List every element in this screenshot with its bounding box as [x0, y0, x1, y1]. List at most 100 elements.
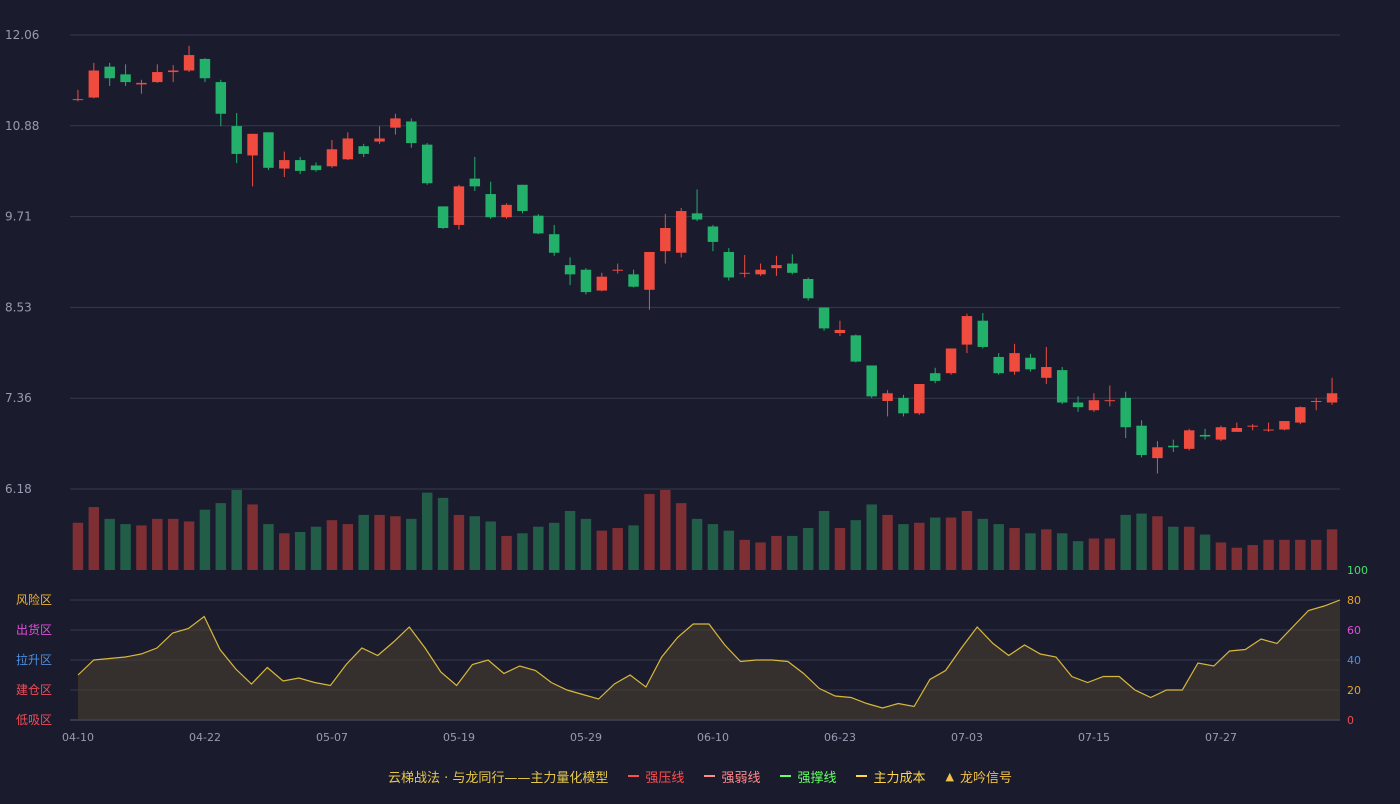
x-tick-label: 04-10 — [62, 731, 94, 744]
volume-bar — [1056, 533, 1068, 570]
candle-body — [215, 82, 227, 114]
candle-body — [1326, 393, 1338, 403]
legend-label: 龙吟信号 — [959, 770, 1012, 786]
candle-body — [1215, 427, 1227, 440]
volume-bar — [802, 528, 814, 570]
candle-body — [723, 251, 735, 278]
price-tick-label: 7.36 — [5, 391, 32, 405]
zone-label: 风险区 — [16, 592, 52, 607]
candle-body — [72, 99, 84, 101]
candle-body — [453, 186, 465, 225]
volume-bar — [771, 535, 782, 570]
volume-bar — [739, 539, 750, 570]
x-tick-label: 05-19 — [443, 731, 475, 744]
volume-bar — [72, 522, 84, 570]
zone-label: 建仓区 — [16, 683, 52, 697]
volume-bar — [1215, 542, 1227, 570]
legend-item: 云梯战法 · 与龙同行——主力量化模型 — [388, 767, 608, 786]
candle-body — [1009, 353, 1020, 372]
candle-body — [1295, 407, 1306, 423]
candle-body — [1104, 400, 1116, 402]
volume-bar — [1152, 516, 1163, 570]
candle-body — [961, 316, 973, 345]
volume-bar — [199, 509, 211, 570]
candle-body — [485, 194, 496, 218]
volume-bar — [580, 518, 592, 570]
volume-bar — [501, 535, 512, 570]
candle-body — [850, 335, 862, 362]
volume-bar — [961, 510, 973, 570]
legend-swatch — [704, 775, 716, 777]
candle-body — [787, 263, 798, 273]
volume-bar — [120, 524, 131, 570]
candle-body — [739, 272, 750, 274]
candle-body — [644, 251, 655, 290]
candle-body — [548, 234, 560, 253]
candle-body — [1136, 425, 1147, 456]
candle-body — [564, 265, 576, 275]
volume-bar — [1104, 538, 1116, 570]
candle-body — [1199, 434, 1211, 437]
volume-bar — [675, 503, 687, 570]
volume-bar — [1295, 539, 1306, 570]
volume-bar — [660, 490, 671, 570]
legend-swatch — [856, 775, 868, 777]
volume-bar — [136, 525, 147, 570]
volume-bar — [612, 528, 623, 570]
candle-body — [342, 138, 354, 160]
legend-label: 强压线 — [645, 770, 685, 786]
price-tick-label: 10.88 — [5, 119, 39, 133]
volume-bar — [374, 514, 385, 570]
candle-body — [231, 126, 242, 154]
candle-body — [771, 265, 782, 269]
volume-bar — [1310, 539, 1322, 570]
legend-item: 强撑线 — [780, 767, 836, 786]
volume-bar — [279, 533, 290, 570]
candle-body — [818, 307, 830, 329]
volume-bar — [1263, 539, 1274, 570]
x-tick-label: 04-22 — [189, 731, 221, 744]
volume-bar — [88, 507, 100, 570]
x-tick-label: 07-27 — [1205, 731, 1237, 744]
chart-legend: 云梯战法 · 与龙同行——主力量化模型 强压线 强弱线 强撑线 主力成本 ▲ 龙吟信号 — [0, 766, 1400, 786]
volume-bar — [945, 517, 957, 570]
legend-item: 强弱线 — [704, 767, 760, 786]
volume-bar — [152, 518, 163, 570]
volume-bar — [183, 521, 195, 570]
zone-label: 拉升区 — [16, 652, 52, 667]
volume-bar — [866, 504, 877, 570]
volume-bar — [485, 521, 496, 570]
candle-body — [104, 66, 115, 79]
volume-bar — [215, 503, 227, 570]
oscillator-tick-label: 0 — [1347, 714, 1354, 727]
volume-bar — [469, 516, 481, 570]
volume-bar — [1199, 534, 1211, 570]
candle-body — [437, 206, 449, 229]
oscillator-tick-label: 60 — [1347, 624, 1361, 637]
candle-body — [1120, 397, 1131, 428]
oscillator-area — [78, 600, 1340, 720]
candle-body — [866, 365, 877, 397]
candle-body — [660, 228, 671, 252]
volume-bar — [1072, 541, 1084, 570]
legend-label: 云梯战法 · 与龙同行——主力量化模型 — [388, 770, 609, 786]
candle-body — [469, 178, 481, 187]
candle-body — [993, 356, 1004, 374]
volume-bar — [1041, 529, 1052, 570]
candle-body — [945, 348, 957, 374]
candle-body — [882, 393, 893, 401]
volume-bar — [263, 524, 274, 570]
candle-body — [1310, 400, 1322, 402]
volume-bar — [564, 510, 576, 570]
volume-bar — [929, 517, 941, 570]
volume-bar — [596, 530, 608, 570]
candle-body — [279, 160, 290, 169]
candle-body — [929, 373, 941, 381]
volume-bar — [1088, 538, 1100, 570]
volume-bar — [1183, 526, 1195, 570]
candle-body — [977, 320, 989, 347]
legend-label: 主力成本 — [873, 770, 926, 786]
volume-bar — [231, 490, 242, 570]
candle-body — [1041, 367, 1052, 378]
volume-bar — [453, 514, 465, 570]
